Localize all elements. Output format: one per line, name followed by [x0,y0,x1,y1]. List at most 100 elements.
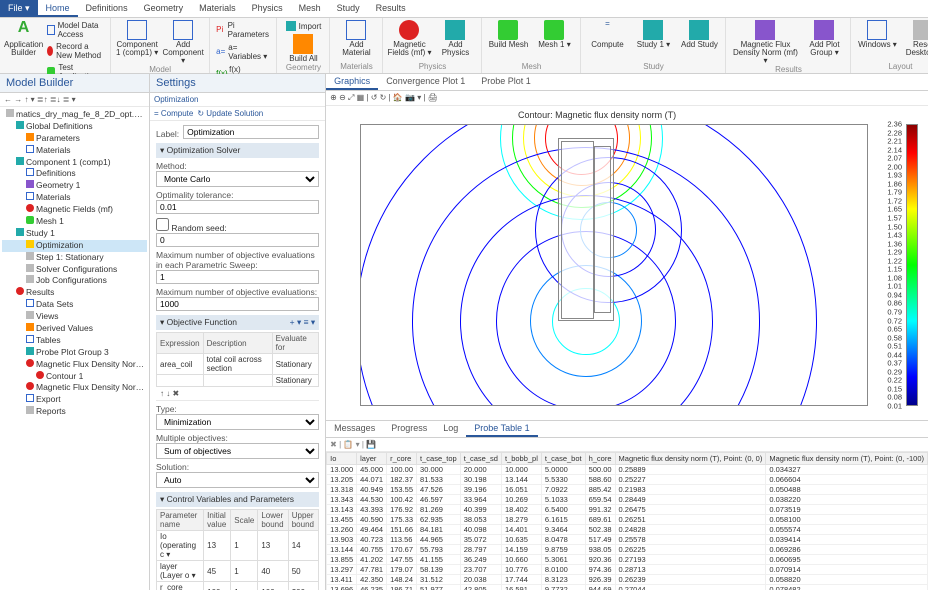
tree-node[interactable]: Data Sets [2,299,147,311]
maxparam-label: Maximum number of objective evaluations … [156,250,319,270]
mesh-select-button[interactable]: Mesh 1 ▾ [532,20,576,49]
tree-node[interactable]: Job Configurations [2,275,147,287]
sol-select[interactable]: Auto [156,472,319,488]
add-plot-group-button[interactable]: Add Plot Group ▾ [802,20,846,65]
tree-node[interactable]: Magnetic Fields (mf) [2,204,147,216]
opttol-input[interactable] [156,200,319,214]
tree-node[interactable]: Export [2,394,147,406]
tree-node-icon [26,264,34,272]
tree-node[interactable]: Reports [2,406,147,418]
bottom-tab[interactable]: Messages [326,421,383,437]
import-button[interactable]: Import [284,20,324,32]
method-select[interactable]: Monte Carlo [156,171,319,187]
controls-table[interactable]: Parameter nameInitial valueScaleLower bo… [156,509,319,590]
settings-update-button[interactable]: ↻ Update Solution [197,109,263,118]
settings-title: Settings [150,74,325,93]
bottom-toolbar[interactable]: ✖ | 📋 ▾ | 💾 [326,438,928,452]
ribbon-tab-geometry[interactable]: Geometry [136,1,192,17]
add-material-button[interactable]: Add Material [334,20,378,57]
reset-desktop-button[interactable]: Reset Desktop ▾ [901,20,928,57]
magnetic-fields-button[interactable]: Magnetic Fields (mf) ▾ [387,20,431,57]
ribbon-tab-study[interactable]: Study [329,1,368,17]
tree-node[interactable]: Solver Configurations [2,264,147,276]
tree-node[interactable]: Tables [2,335,147,347]
graphics-tab[interactable]: Graphics [326,74,378,90]
maxparam-input[interactable] [156,270,319,284]
build-all-button[interactable]: Build All [281,34,325,63]
model-data-access-button[interactable]: Model Data Access [45,20,106,40]
tree-node[interactable]: Magnetic Flux Density Norm, Revolved Geo… [2,382,147,394]
record-method-button[interactable]: Record a New Method [45,41,106,61]
parameters-button[interactable]: PiPi Parameters [214,20,272,40]
tree-node[interactable]: Results [2,287,147,299]
add-physics-button[interactable]: Add Physics [433,20,477,57]
ribbon-tab-definitions[interactable]: Definitions [78,1,136,17]
ribbon-group-materials: Add Material Materials [330,18,383,73]
ribbon-tab-physics[interactable]: Physics [244,1,291,17]
maxobj-input[interactable] [156,297,319,311]
tree-node[interactable]: Global Definitions [2,121,147,133]
add-component-button[interactable]: Add Component ▾ [161,20,205,65]
build-mesh-button[interactable]: Build Mesh [486,20,530,49]
tree-node[interactable]: Component 1 (comp1) [2,157,147,169]
application-builder-button[interactable]: A Application Builder [4,20,43,82]
bottom-tabs: MessagesProgressLogProbe Table 1 [326,421,928,438]
tree-node[interactable]: Geometry 1 [2,180,147,192]
material-icon [346,20,366,40]
bottom-tab[interactable]: Progress [383,421,435,437]
objective-section-head[interactable]: ▾ Objective Function+ ▾ ≡ ▾ [156,315,319,330]
bottom-tab[interactable]: Probe Table 1 [466,421,537,437]
model-tree[interactable]: matics_dry_mag_fe_8_2D_opt.mph (root)Glo… [0,107,149,420]
objective-table[interactable]: ExpressionDescriptionEvaluate forarea_co… [156,332,319,387]
tree-node[interactable]: Definitions [2,168,147,180]
tree-node[interactable]: Parameters [2,133,147,145]
probe-table[interactable]: Iolayerr_coret_case_topt_case_sdt_bobb_p… [326,452,928,590]
type-select[interactable]: Minimization [156,414,319,430]
plot-area[interactable]: Contour: Magnetic flux density norm (T) … [326,106,928,420]
tree-node-icon [6,109,14,117]
tree-node[interactable]: Materials [2,145,147,157]
ribbon-tab-mesh[interactable]: Mesh [291,1,329,17]
model-builder-toolbar[interactable]: ← → ↑ ▾ ≣↑ ≣↓ ≣ ▾ [0,93,149,107]
solver-section-head[interactable]: ▾ Optimization Solver [156,143,319,158]
graphics-tab[interactable]: Convergence Plot 1 [378,74,473,90]
tree-node[interactable]: Contour 1 [2,371,147,383]
mult-select[interactable]: Sum of objectives [156,443,319,459]
windows-button[interactable]: Windows ▾ [855,20,899,57]
study-select-button[interactable]: Study 1 ▾ [631,20,675,49]
settings-subtitle: Optimization [150,93,325,107]
tree-node[interactable]: Probe Plot Group 3 [2,347,147,359]
compute-button[interactable]: =Compute [585,20,629,49]
tree-node-icon [26,335,34,343]
tree-node[interactable]: Optimization [2,240,147,252]
variables-button[interactable]: a=a= Variables ▾ [214,42,272,62]
tree-node[interactable]: Derived Values [2,323,147,335]
tree-node[interactable]: Study 1 [2,228,147,240]
random-seed-input[interactable] [156,233,319,247]
tree-node[interactable]: matics_dry_mag_fe_8_2D_opt.mph (root) [2,109,147,121]
file-menu[interactable]: File ▾ [0,0,38,17]
graphics-tab[interactable]: Probe Plot 1 [473,74,539,90]
plot-axes: -300-200-1000100200300400500600700-600-4… [360,124,868,406]
ribbon-tab-home[interactable]: Home [38,1,78,17]
graphics-toolbar[interactable]: ⊕ ⊖ ⤢ ▦ | ↺ ↻ | 🏠 📷 ▾ | 🖨 [326,91,928,106]
ribbon-tab-materials[interactable]: Materials [191,1,244,17]
random-seed-label: Random seed: [171,223,226,233]
component-button[interactable]: Component 1 (comp1) ▾ [115,20,159,65]
tree-node[interactable]: Views [2,311,147,323]
add-study-button[interactable]: Add Study [677,20,721,49]
tree-node[interactable]: Step 1: Stationary [2,252,147,264]
label-input[interactable] [183,125,319,139]
settings-compute-button[interactable]: = Compute [154,109,193,118]
objective-toolbar[interactable]: ↑ ↓ ✖ [156,387,319,401]
controls-section-head[interactable]: ▾ Control Variables and Parameters [156,492,319,507]
build-icon [293,34,313,54]
tree-node[interactable]: Mesh 1 [2,216,147,228]
result-plot-button[interactable]: Magnetic Flux Density Norm (mf) ▾ [730,20,800,65]
ribbon-group-physics: Magnetic Fields (mf) ▾ Add Physics Physi… [383,18,482,73]
bottom-tab[interactable]: Log [435,421,466,437]
ribbon-tab-results[interactable]: Results [368,1,414,17]
tree-node[interactable]: Magnetic Flux Density Norm (mf) [2,359,147,371]
random-seed-checkbox[interactable] [156,218,169,231]
tree-node[interactable]: Materials [2,192,147,204]
